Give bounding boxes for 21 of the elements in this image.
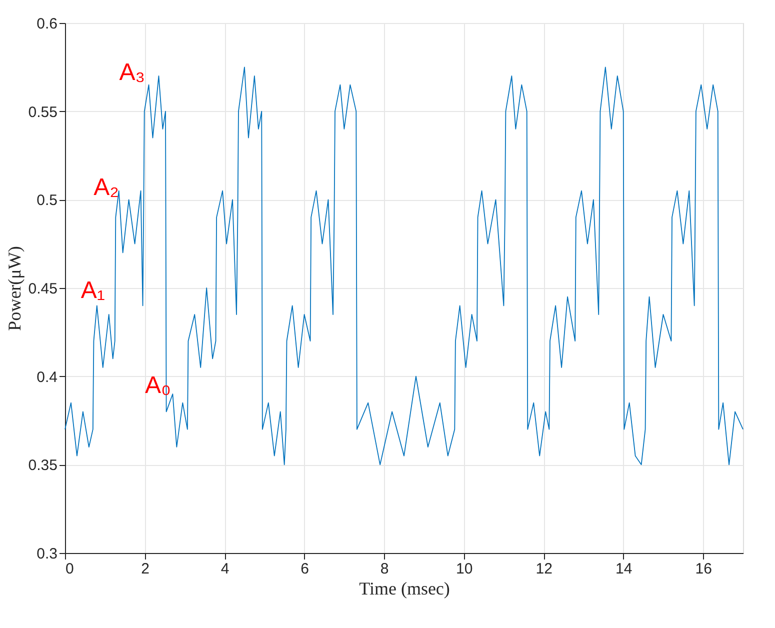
annotation: A₁ [80,277,105,304]
annotation: A₃ [119,59,145,86]
x-tick-label: 6 [300,560,309,578]
y-tick-label: 0.3 [36,546,58,562]
y-tick-label: 0.45 [28,280,58,298]
x-tick-label: 14 [616,560,632,578]
x-tick-label: 8 [380,560,389,578]
y-tick-label: 0.4 [36,368,58,386]
annotation: A₂ [94,174,119,201]
x-tick-label: 10 [456,560,473,578]
x-tick-label: 0 [66,560,74,578]
y-tick-label: 0.6 [36,16,58,32]
y-tick-label: 0.55 [28,104,58,121]
x-tick-label: 2 [141,560,150,578]
x-tick-label: 12 [536,560,552,578]
x-tick-label: 4 [220,560,230,578]
x-tick-label: 16 [695,560,712,578]
x-axis-title: Time (msec) [359,578,450,598]
y-tick-label: 0.5 [36,192,58,210]
y-axis-title: Power(μW) [4,246,24,331]
y-tick-label: 0.35 [28,457,58,474]
